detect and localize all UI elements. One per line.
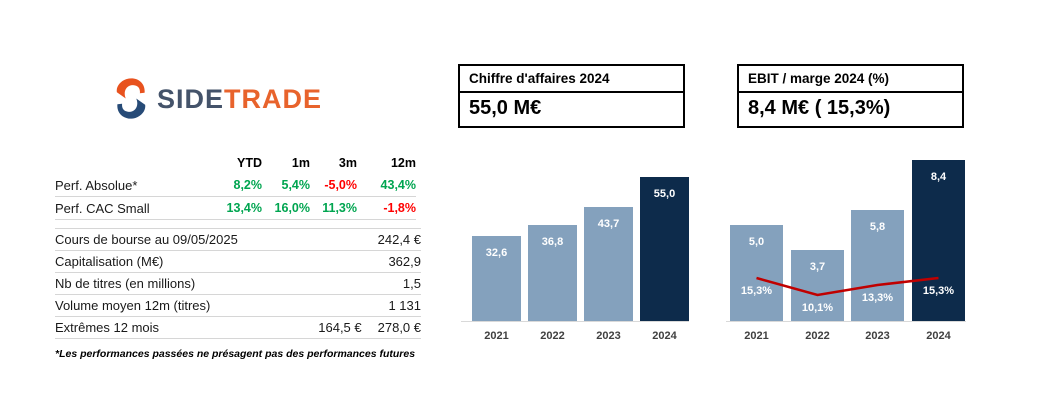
revenue-chart-title: Chiffre d'affaires 2024 — [460, 66, 683, 93]
ebit-headline-value: 8,4 M€ ( 15,3%) — [748, 97, 891, 119]
performance-value: 5,4% — [281, 178, 311, 192]
sidetrade-logo: SIDETRADE — [112, 76, 322, 122]
key-figure-row: Nb de titres (en millions) 1,5 — [55, 273, 421, 295]
sidetrade-swoosh-icon — [116, 78, 146, 119]
row-label: Perf. CAC Small — [55, 200, 150, 216]
bar-value-label: 5,0 — [748, 236, 765, 248]
margin-value-label: 15,3% — [740, 285, 773, 297]
performance-value: 8,2% — [233, 178, 263, 192]
bar-value-label: 3,7 — [809, 261, 826, 273]
x-axis-label: 2022 — [805, 330, 830, 342]
performance-row: Perf. Absolue* 8,2% 5,4% -5,0% 43,4% — [55, 174, 416, 197]
bar-value-label: 32,6 — [485, 247, 508, 259]
performance-row: Perf. CAC Small 13,4% 16,0% 11,3% -1,8% — [55, 197, 416, 220]
logo-word-trade: TRADE — [224, 84, 323, 114]
margin-value-label: 10,1% — [801, 302, 834, 314]
row-value: 1,5 — [402, 276, 421, 291]
margin-value-label: 15,3% — [922, 285, 955, 297]
row-value: 164,5 € — [318, 320, 362, 335]
x-axis-label: 2023 — [596, 330, 621, 342]
bar-2023: 43,7 — [584, 207, 633, 321]
x-axis-label: 2021 — [484, 330, 509, 342]
row-label: Cours de bourse au 09/05/2025 — [55, 232, 238, 247]
column-header-ytd: YTD — [237, 155, 262, 170]
disclaimer-footnote: *Les performances passées ne présagent p… — [55, 348, 416, 360]
key-figures-table: Cours de bourse au 09/05/2025 242,4 € Capi… — [55, 228, 421, 339]
bar-value-label: 8,4 — [930, 171, 947, 183]
row-value: 362,9 — [388, 254, 421, 269]
bar-value-label: 55,0 — [653, 188, 676, 200]
row-value: 242,4 € — [377, 232, 421, 247]
x-axis-label: 2021 — [744, 330, 769, 342]
x-axis-label: 2022 — [540, 330, 565, 342]
performance-table-header: YTD 1m 3m 12m — [55, 151, 416, 174]
row-label: Perf. Absolue* — [55, 177, 138, 193]
row-label: Volume moyen 12m (titres) — [55, 298, 211, 313]
bar-2021: 32,6 — [472, 236, 521, 321]
revenue-bar-chart: 32,6 2021 36,8 2022 43,7 2023 55,0 2024 — [461, 160, 689, 342]
row-value: 278,0 € — [377, 320, 421, 335]
bar-2021: 5,0 — [730, 225, 783, 321]
bar-value-label: 36,8 — [541, 236, 564, 248]
ebit-chart-title: EBIT / marge 2024 (%) — [739, 66, 962, 93]
x-axis-label: 2023 — [865, 330, 890, 342]
row-label: Capitalisation (M€) — [55, 254, 164, 269]
ebit-headline-box: EBIT / marge 2024 (%) 8,4 M€ ( 15,3%) — [737, 64, 964, 128]
performance-value: 16,0% — [274, 201, 310, 215]
key-figure-row: Volume moyen 12m (titres) 1 131 — [55, 295, 421, 317]
performance-value: -5,0% — [324, 178, 357, 192]
bar-2023: 5,8 — [851, 210, 904, 321]
column-header-3m: 3m — [338, 155, 357, 170]
row-value: 1 131 — [388, 298, 421, 313]
bar-value-label: 43,7 — [597, 218, 620, 230]
row-label: Nb de titres (en millions) — [55, 276, 196, 291]
bar-value-label: 5,8 — [869, 221, 886, 233]
x-axis-label: 2024 — [926, 330, 951, 342]
performance-value: 13,4% — [226, 201, 262, 215]
column-header-12m: 12m — [390, 155, 416, 170]
performance-value: -1,8% — [383, 201, 416, 215]
performance-table: YTD 1m 3m 12m Perf. Absolue* 8,2% 5,4% -5,0… — [55, 151, 416, 220]
performance-value: 11,3% — [322, 201, 357, 215]
x-axis-label: 2024 — [652, 330, 677, 342]
bar-2022: 36,8 — [528, 225, 577, 321]
margin-value-label: 13,3% — [861, 292, 894, 304]
logo-wordmark: SIDETRADE — [157, 76, 322, 122]
ebit-margin-chart: 5,0 2021 3,7 2022 5,8 2023 8,4 2024 15,3% 10,1% 13… — [726, 155, 966, 342]
row-label: Extrêmes 12 mois — [55, 320, 160, 335]
column-header-1m: 1m — [291, 155, 310, 170]
key-figure-row: Cours de bourse au 09/05/2025 242,4 € — [55, 229, 421, 251]
logo-word-side: SIDE — [157, 84, 225, 114]
performance-value: 43,4% — [380, 178, 416, 192]
bar-2024: 55,0 — [640, 177, 689, 321]
revenue-headline-value: 55,0 M€ — [469, 97, 542, 119]
key-figure-row: Capitalisation (M€) 362,9 — [55, 251, 421, 273]
revenue-headline-box: Chiffre d'affaires 2024 55,0 M€ — [458, 64, 685, 128]
key-figure-row: Extrêmes 12 mois 164,5 € 278,0 € — [55, 317, 421, 339]
